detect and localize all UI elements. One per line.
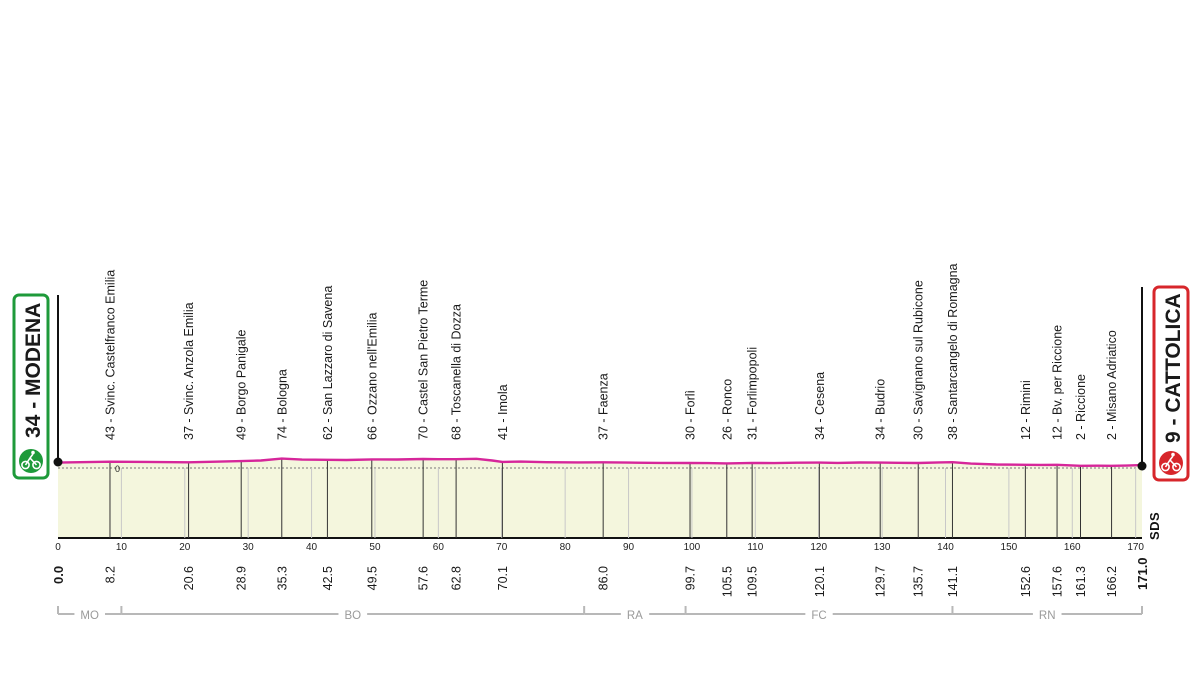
waypoint-label-4: 62 - San Lazzaro di Savena	[321, 286, 335, 440]
province-label-backing	[805, 611, 833, 617]
waypoint-label-16: 38 - Santarcangelo di Romagna	[946, 263, 960, 440]
waypoint-km-13: 120.1	[813, 566, 827, 597]
waypoint-markers: 43 - Svinc. Castelfranco Emilia 8.2 37 - S…	[103, 263, 1119, 597]
waypoint-km-1: 20.6	[182, 566, 196, 590]
waypoint-km-9: 86.0	[597, 566, 611, 590]
waypoint-label-2: 49 - Borgo Panigale	[235, 329, 249, 440]
start-town-label: 34 - MODENA	[22, 303, 45, 438]
province-label-backing	[1032, 611, 1062, 617]
province-label-BO: BO	[344, 610, 361, 622]
x-tick-160: 160	[1064, 542, 1081, 553]
cyclist-start-icon	[19, 449, 43, 473]
x-tick-60: 60	[433, 542, 445, 553]
x-tick-140: 140	[937, 542, 954, 553]
waypoint-km-8: 70.1	[496, 566, 510, 590]
x-tick-150: 150	[1001, 542, 1018, 553]
profile-fill-area	[58, 458, 1142, 538]
finish-badge: 9 - CATTOLICA	[1137, 285, 1190, 482]
km-axis: 0 10 20 30 40 50 60 70 80 90 100 110 120 130 140 150 160…	[55, 542, 1144, 553]
province-label-backing	[620, 611, 650, 617]
waypoint-label-11: 26 - Ronco	[720, 379, 734, 440]
province-label-RN: RN	[1039, 610, 1056, 622]
waypoint-km-17: 152.6	[1019, 566, 1033, 597]
x-tick-130: 130	[874, 542, 891, 553]
finish-km-label: 171.0	[1135, 557, 1150, 590]
x-tick-10: 10	[116, 542, 128, 553]
waypoint-km-10: 99.7	[684, 566, 698, 590]
x-tick-80: 80	[560, 542, 572, 553]
waypoint-km-11: 105.5	[720, 566, 734, 597]
waypoint-km-4: 42.5	[321, 566, 335, 590]
x-tick-120: 120	[810, 542, 827, 553]
waypoint-km-6: 57.6	[417, 566, 431, 590]
x-tick-40: 40	[306, 542, 318, 553]
waypoint-km-15: 135.7	[912, 566, 926, 597]
waypoint-km-18: 157.6	[1051, 566, 1065, 597]
x-tick-20: 20	[179, 542, 191, 553]
profile-line	[57, 457, 1143, 467]
x-tick-30: 30	[243, 542, 255, 553]
sds-logo: SDS	[1147, 512, 1162, 540]
waypoint-km-14: 129.7	[874, 566, 888, 597]
profile-area	[58, 458, 1142, 539]
waypoint-label-20: 2 - Misano Adriatico	[1105, 330, 1119, 440]
x-tick-90: 90	[623, 542, 635, 553]
waypoint-km-5: 49.5	[365, 566, 379, 590]
x-tick-70: 70	[496, 542, 508, 553]
waypoint-label-17: 12 - Rimini	[1019, 380, 1033, 440]
waypoint-km-3: 35.3	[275, 566, 289, 590]
waypoint-km-2: 28.9	[235, 566, 249, 590]
waypoint-label-10: 30 - Forlì	[684, 390, 698, 440]
waypoint-label-15: 30 - Savignano sul Rubicone	[912, 280, 926, 440]
start-km-label: 0.0	[51, 566, 66, 584]
finish-town-label: 9 - CATTOLICA	[1162, 293, 1185, 443]
waypoint-km-0: 8.2	[103, 566, 117, 583]
km-gridlines	[120, 468, 1137, 538]
waypoint-km-16: 141.1	[946, 566, 960, 597]
x-tick-110: 110	[747, 542, 763, 553]
waypoint-km-7: 62.8	[450, 566, 464, 590]
waypoint-km-19: 161.3	[1074, 566, 1088, 597]
waypoint-label-9: 37 - Faenza	[597, 373, 611, 440]
province-label-backing	[338, 611, 368, 617]
start-badge: 34 - MODENA	[12, 293, 63, 480]
waypoint-label-14: 34 - Budrio	[874, 379, 888, 440]
waypoint-label-6: 70 - Castel San Pietro Terme	[417, 280, 431, 440]
x-tick-0: 0	[55, 542, 61, 553]
elevation-line	[57, 457, 1143, 467]
cyclist-finish-icon	[1159, 451, 1183, 475]
zero-elevation-marker: 0	[115, 464, 120, 474]
province-label-backing	[74, 611, 106, 617]
waypoint-label-19: 2 - Riccione	[1074, 374, 1088, 440]
waypoint-km-20: 166.2	[1105, 566, 1119, 597]
province-label-RA: RA	[627, 610, 643, 622]
province-bar: MO BO RA FC RN	[57, 606, 1143, 622]
province-label-MO: MO	[80, 610, 99, 622]
waypoint-label-18: 12 - Bv. per Riccione	[1051, 325, 1065, 440]
waypoint-label-7: 68 - Toscanella di Dozza	[450, 304, 464, 440]
province-label-FC: FC	[811, 610, 826, 622]
waypoint-km-12: 109.5	[746, 566, 760, 597]
x-tick-170: 170	[1127, 542, 1144, 553]
waypoint-label-5: 66 - Ozzano nell'Emilia	[365, 313, 379, 440]
x-tick-50: 50	[369, 542, 381, 553]
waypoint-label-13: 34 - Cesena	[813, 372, 827, 440]
waypoint-label-12: 31 - Forlimpopoli	[746, 347, 760, 440]
waypoint-label-3: 74 - Bologna	[275, 369, 289, 440]
waypoint-label-1: 37 - Svinc. Anzola Emilia	[182, 302, 196, 440]
x-tick-100: 100	[684, 542, 701, 553]
waypoint-label-8: 41 - Imola	[496, 384, 510, 440]
waypoint-label-0: 43 - Svinc. Castelfranco Emilia	[103, 270, 117, 440]
